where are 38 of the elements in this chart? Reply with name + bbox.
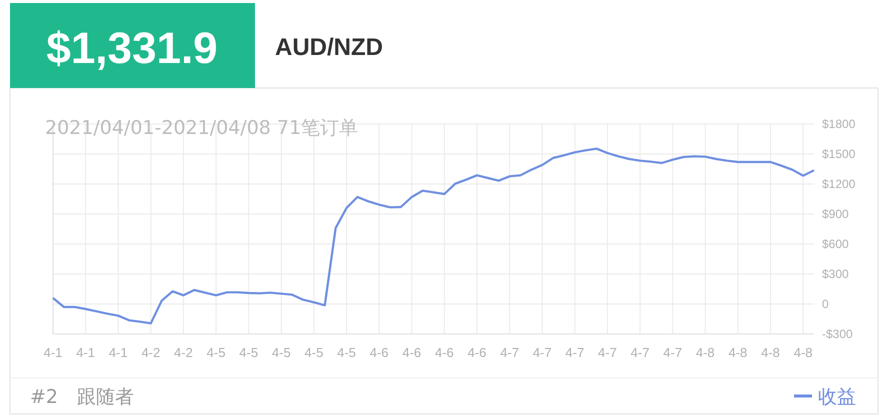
x-tick-label: 4-2 (174, 345, 193, 360)
x-tick-label: 4-5 (239, 345, 258, 360)
x-tick-label: 4-8 (761, 345, 780, 360)
y-tick-label: $1800 (822, 117, 856, 131)
line-series (52, 148, 816, 324)
annotation: 2021/04/01-2021/04/08 71笔订单 (45, 117, 358, 139)
x-tick-label: 4-5 (304, 345, 324, 360)
chart-subtitle: AUD/NZD (275, 34, 383, 61)
x-tick-label: 4-7 (565, 345, 584, 360)
x-tick-label: 4-8 (794, 345, 813, 360)
x-tick-label: 4-6 (468, 345, 486, 360)
x-tick-label: 4-7 (500, 345, 519, 360)
text: #2 跟随者 (30, 386, 134, 408)
x-tick-label: 4-2 (141, 345, 160, 360)
x-tick-label: 4-5 (206, 345, 226, 360)
y-tick-label: $900 (822, 207, 850, 221)
y-tick-label: 0 (822, 297, 829, 311)
x-tick-label: 4-7 (532, 345, 552, 360)
x-tick-label: 4-6 (402, 345, 422, 360)
x-tick-label: 4-8 (728, 345, 748, 360)
y-tick-label: -$300 (822, 327, 854, 341)
chart-title: $1,331.9 (46, 24, 218, 73)
x-tick-label: 4-1 (76, 345, 96, 360)
y-tick-label: $1500 (822, 147, 856, 161)
x-tick-label: 4-7 (630, 345, 650, 360)
y-tick-label: $600 (822, 237, 850, 251)
x-tick-label: 4-7 (663, 345, 682, 360)
x-tick-label: 4-6 (370, 345, 389, 360)
x-tick-label: 4-1 (108, 345, 128, 360)
x-tick-label: 4-6 (434, 345, 454, 360)
x-tick-label: 4-5 (272, 345, 291, 360)
x-tick-label: 4-7 (598, 345, 617, 360)
legend-label: 收益 (818, 386, 856, 408)
y-tick-label: $300 (822, 267, 850, 281)
x-tick-label: 4-8 (696, 345, 715, 360)
x-tick-label: 4-5 (337, 345, 356, 360)
x-tick-label: 4-1 (44, 345, 62, 360)
y-tick-label: $1200 (822, 177, 856, 191)
